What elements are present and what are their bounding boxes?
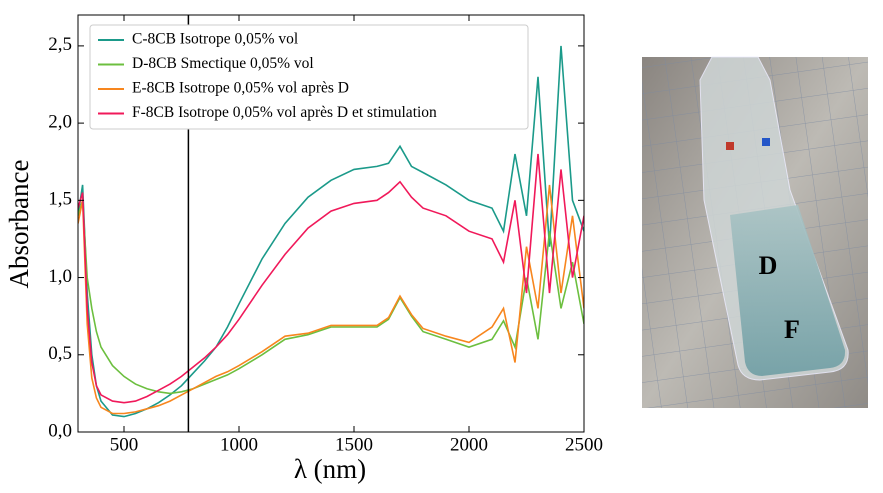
photo: D F <box>642 56 868 408</box>
y-tick-label: 1,5 <box>48 189 72 210</box>
plot-frame <box>77 14 585 433</box>
legend-label: D-8CB Smectique 0,05% vol <box>132 55 314 72</box>
legend-label: E-8CB Isotrope 0,05% vol après D <box>132 80 349 97</box>
photo-label: D <box>759 251 778 280</box>
legend-box <box>89 24 529 130</box>
legend-label: C-8CB Isotrope 0,05% vol <box>132 31 298 48</box>
y-tick-label: 2,0 <box>48 111 72 132</box>
x-tick-label: 1000 <box>220 434 258 455</box>
data-line <box>78 200 584 395</box>
x-tick-label: 2500 <box>565 434 603 455</box>
photo-label: F <box>784 315 800 344</box>
x-tick-label: 2000 <box>450 434 488 455</box>
red-marker <box>726 142 734 150</box>
data-line <box>78 153 584 404</box>
x-tick-label: 500 <box>110 434 139 455</box>
x-axis-label: λ (nm) <box>294 454 366 484</box>
y-tick-label: 1,0 <box>48 266 72 287</box>
y-tick-label: 2,5 <box>48 34 72 55</box>
legend-label: F-8CB Isotrope 0,05% vol après D et stim… <box>132 104 437 121</box>
liquid <box>730 205 846 376</box>
y-axis-label: Absorbance <box>4 160 34 289</box>
x-tick-label: 1500 <box>335 434 373 455</box>
plot-area: 500 1000 1500 2000 2500 0,0 0,5 1,0 1,5 2,0 2,5 C-8… <box>48 14 603 455</box>
data-line <box>78 45 584 418</box>
data-line <box>78 184 584 415</box>
series-group <box>78 45 584 418</box>
blue-marker <box>762 138 770 146</box>
y-tick-label: 0,5 <box>48 343 72 364</box>
y-tick-label: 0,0 <box>48 420 72 441</box>
